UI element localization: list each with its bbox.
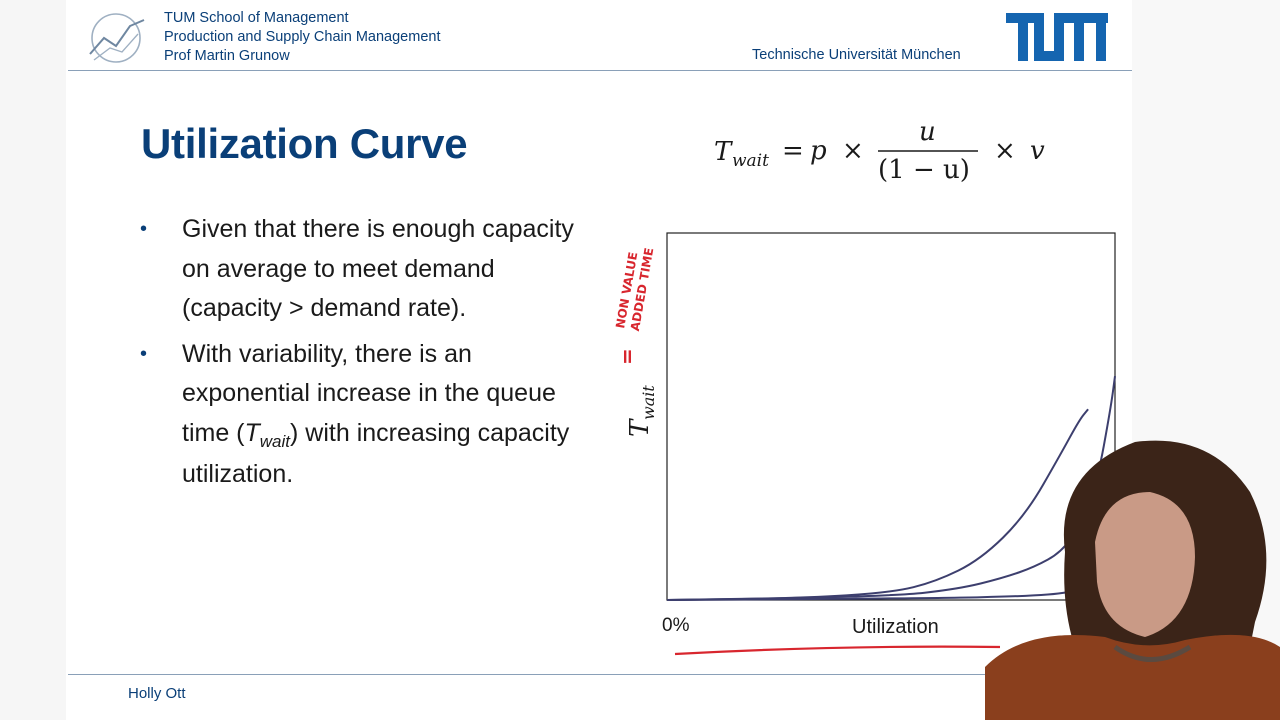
- formula-equals: =: [782, 136, 804, 166]
- formula-v: v: [1030, 136, 1045, 166]
- school-info: TUM School of Management Production and …: [164, 9, 440, 66]
- bullet-list: • Given that there is enough capacity on…: [140, 210, 590, 501]
- formula-times-1: ×: [842, 136, 864, 166]
- formula-p: p: [810, 136, 827, 166]
- presenter-sweater: [985, 634, 1280, 720]
- presenter-name: Holly Ott: [128, 685, 186, 702]
- presenter-video: [985, 440, 1280, 720]
- presenter-necklace: [1113, 644, 1192, 662]
- professor-name: Prof Martin Grunow: [164, 48, 290, 64]
- presenter-face: [1095, 492, 1195, 637]
- bullet-text-2-symbol: T: [244, 418, 260, 447]
- utilization-chart: 0% Utilization T wait = NON VALUE ADDED …: [613, 232, 1116, 656]
- chair-name: Production and Supply Chain Management: [164, 29, 441, 45]
- wait-time-formula: T wait = p × u (1 − u) × v: [714, 117, 1045, 185]
- bullet-marker: •: [140, 218, 148, 240]
- footer-divider: [68, 674, 1132, 675]
- header-divider: [68, 70, 1132, 71]
- bullet-text-2-subscript: wait: [259, 431, 291, 451]
- university-name: Technische Universität München: [752, 47, 961, 63]
- formula-numerator: u: [919, 117, 936, 147]
- chart-plot-frame: [666, 232, 1116, 601]
- formula-denominator: (1 − u): [878, 155, 970, 185]
- slide-title: Utilization Curve: [141, 120, 468, 167]
- chart-red-underline: [674, 645, 1001, 656]
- bullet-marker: •: [140, 342, 148, 365]
- chart-annotation-equals: =: [615, 348, 639, 365]
- school-logo-icon: [89, 13, 145, 63]
- chart-y-axis-label: T: [625, 418, 655, 437]
- school-name: TUM School of Management: [164, 10, 349, 26]
- formula-lhs: T: [714, 137, 733, 167]
- frame-margin-left: [0, 0, 66, 720]
- formula-lhs-subscript: wait: [732, 151, 769, 171]
- bullet-item-2: • With variability, there is an exponent…: [140, 335, 590, 495]
- chart-y-axis-subscript: wait: [639, 385, 658, 420]
- bullet-text-1: Given that there is enough capacity on a…: [182, 215, 574, 322]
- tum-logo-icon: [1006, 13, 1108, 61]
- chart-x-axis-label: Utilization: [852, 616, 939, 638]
- bullet-text-2-pre: With variability, there is an exponentia…: [182, 339, 556, 447]
- bullet-text-2-post: ) with increasing capacity utilization.: [182, 418, 570, 489]
- formula-times-2: ×: [994, 136, 1016, 166]
- bullet-item-1: • Given that there is enough capacity on…: [140, 210, 590, 329]
- chart-x-tick-start: 0%: [662, 615, 690, 636]
